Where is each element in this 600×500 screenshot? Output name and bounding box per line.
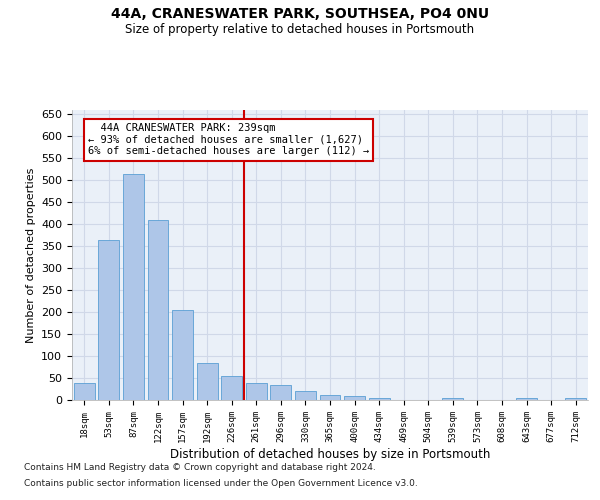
Bar [516,398,537,400]
Text: Contains HM Land Registry data © Crown copyright and database right 2024.: Contains HM Land Registry data © Crown c… [24,464,376,472]
Bar [172,310,193,400]
Bar [295,391,316,400]
Bar [148,220,169,400]
Text: Size of property relative to detached houses in Portsmouth: Size of property relative to detached ho… [125,22,475,36]
Bar [344,396,365,400]
Bar [197,362,218,400]
Bar [221,376,242,400]
Bar [74,384,95,400]
Text: 44A CRANESWATER PARK: 239sqm
← 93% of detached houses are smaller (1,627)
6% of : 44A CRANESWATER PARK: 239sqm ← 93% of de… [88,123,369,156]
Bar [271,384,292,400]
Y-axis label: Number of detached properties: Number of detached properties [26,168,35,342]
Bar [565,398,586,400]
Bar [368,398,389,400]
Bar [98,240,119,400]
Text: 44A, CRANESWATER PARK, SOUTHSEA, PO4 0NU: 44A, CRANESWATER PARK, SOUTHSEA, PO4 0NU [111,8,489,22]
Bar [320,394,340,400]
Bar [442,398,463,400]
Bar [123,174,144,400]
Text: Contains public sector information licensed under the Open Government Licence v3: Contains public sector information licen… [24,478,418,488]
X-axis label: Distribution of detached houses by size in Portsmouth: Distribution of detached houses by size … [170,448,490,460]
Bar [246,384,267,400]
